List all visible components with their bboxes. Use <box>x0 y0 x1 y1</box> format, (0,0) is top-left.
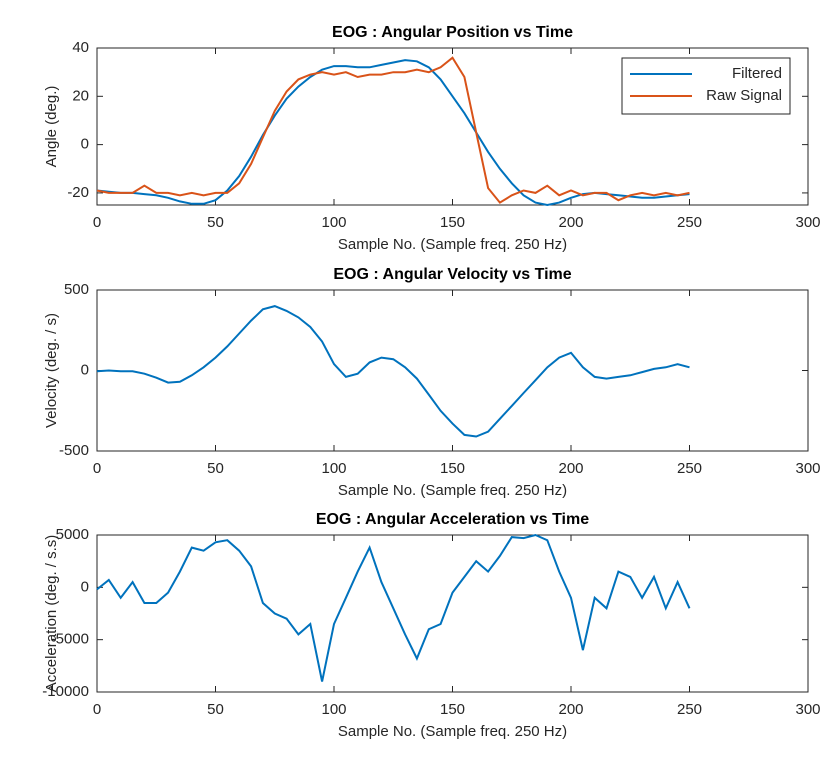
chart-title: EOG : Angular Position vs Time <box>332 24 573 41</box>
y-tick-label: -20 <box>67 184 89 201</box>
data-line <box>96 305 690 438</box>
chart-title: EOG : Angular Acceleration vs Time <box>316 511 589 528</box>
x-tick-label: 300 <box>795 460 820 477</box>
legend-box <box>621 57 791 115</box>
x-tick-label: 150 <box>440 701 465 718</box>
legend-label: Filtered <box>732 65 782 82</box>
y-tick-label: -10000 <box>42 683 89 700</box>
x-tick-label: 50 <box>207 701 224 718</box>
x-tick-label: 0 <box>93 701 101 718</box>
x-tick-label: 200 <box>558 701 583 718</box>
subplot: EOG : Angular Acceleration vs Time Sample… <box>42 511 820 740</box>
y-axis-label: Acceleration (deg. / s.s) <box>43 535 60 693</box>
x-tick-label: 100 <box>321 460 346 477</box>
y-tick-label: 0 <box>81 578 89 595</box>
x-tick-label: 200 <box>558 214 583 231</box>
x-tick-label: 200 <box>558 460 583 477</box>
legend-label: Raw Signal <box>706 87 782 104</box>
y-tick-label: 0 <box>81 361 89 378</box>
axes-box <box>96 289 809 452</box>
y-tick-label: 0 <box>81 136 89 153</box>
x-tick-label: 100 <box>321 701 346 718</box>
y-tick-label: -5000 <box>51 631 89 648</box>
y-tick-label: 500 <box>64 281 89 298</box>
y-tick-label: -500 <box>59 442 89 459</box>
y-axis-label: Velocity (deg. / s) <box>43 313 60 428</box>
chart-title: EOG : Angular Velocity vs Time <box>333 266 571 283</box>
x-tick-label: 100 <box>321 214 346 231</box>
legend: Filtered Raw Signal <box>621 57 791 115</box>
data-line <box>96 533 691 682</box>
x-tick-label: 300 <box>795 214 820 231</box>
x-tick-label: 0 <box>93 460 101 477</box>
x-tick-label: 50 <box>207 214 224 231</box>
y-tick-label: 40 <box>72 39 89 56</box>
x-tick-label: 50 <box>207 460 224 477</box>
y-axis-label: Angle (deg.) <box>43 86 60 168</box>
subplot: EOG : Angular Velocity vs Time Sample No.… <box>43 266 821 499</box>
axes-box <box>96 534 809 693</box>
x-tick-label: 250 <box>677 701 702 718</box>
subplot: EOG : Angular Position vs Time Sample No.… <box>43 24 821 253</box>
x-tick-label: 150 <box>440 214 465 231</box>
x-axis-label: Sample No. (Sample freq. 250 Hz) <box>338 723 567 740</box>
data-line <box>96 56 690 204</box>
x-axis-label: Sample No. (Sample freq. 250 Hz) <box>338 482 567 499</box>
x-tick-label: 0 <box>93 214 101 231</box>
x-tick-label: 250 <box>677 460 702 477</box>
x-tick-label: 300 <box>795 701 820 718</box>
y-tick-label: 5000 <box>56 526 89 543</box>
x-axis-label: Sample No. (Sample freq. 250 Hz) <box>338 236 567 253</box>
y-tick-label: 20 <box>72 87 89 104</box>
x-tick-label: 150 <box>440 460 465 477</box>
x-tick-label: 250 <box>677 214 702 231</box>
